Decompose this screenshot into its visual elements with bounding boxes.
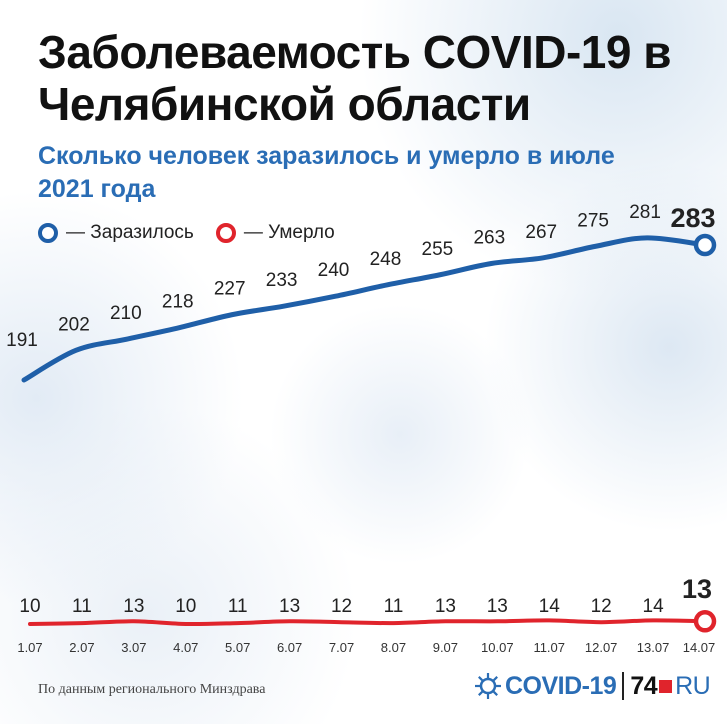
data-label-died: 13 (123, 596, 144, 617)
legend-label-died: — Умерло (243, 222, 335, 243)
data-label-died: 13 (682, 574, 712, 604)
data-label-infected: 281 (629, 202, 661, 223)
x-tick-label: 12.07 (585, 640, 618, 655)
last-point-marker-died (693, 610, 717, 633)
data-label-infected: 283 (670, 203, 715, 233)
x-tick-label: 1.07 (17, 640, 42, 655)
series-line-infected (21, 235, 708, 383)
x-tick-label: 14.07 (683, 640, 716, 655)
legend: — Заразилось — Умерло (38, 220, 357, 246)
data-label-died: 13 (279, 596, 300, 617)
data-label-infected: 210 (110, 303, 142, 324)
data-label-infected: 248 (370, 249, 402, 270)
x-tick-label: 2.07 (69, 640, 94, 655)
data-label-infected: 191 (6, 330, 38, 351)
last-point-marker-infected (693, 233, 717, 257)
x-tick-label: 13.07 (637, 640, 670, 655)
data-label-died: 10 (175, 596, 196, 617)
data-label-infected: 263 (473, 227, 505, 248)
data-label-died: 11 (72, 596, 92, 617)
x-tick-label: 4.07 (173, 640, 198, 655)
data-label-infected: 275 (577, 210, 609, 231)
x-tick-label: 5.07 (225, 640, 250, 655)
logo-red-square (659, 679, 673, 693)
data-label-infected: 227 (214, 279, 246, 300)
data-label-infected: 218 (162, 292, 194, 313)
data-label-died: 11 (384, 596, 404, 617)
legend-item-died: — Умерло (215, 222, 335, 244)
data-label-infected: 240 (318, 260, 350, 281)
legend-label-infected: — Заразилось (66, 222, 194, 243)
data-label-infected: 202 (58, 314, 90, 335)
data-label-died: 13 (435, 596, 456, 617)
chart-title: Заболеваемость COVID-19 в Челябинской об… (38, 26, 672, 130)
chart-subtitle: Сколько человек заразилось и умерло в ию… (38, 142, 615, 203)
data-label-infected: 255 (422, 239, 454, 260)
data-label-died: 14 (643, 596, 665, 617)
data-label-died: 10 (19, 596, 40, 617)
logo-ru: RU (675, 671, 711, 700)
legend-marker-infected (38, 223, 58, 243)
logo-divider (622, 672, 625, 700)
x-tick-label: 3.07 (121, 640, 146, 655)
data-label-infected: 233 (266, 270, 298, 291)
series-line-died (28, 618, 707, 627)
logo-number: 74 (630, 671, 658, 700)
x-tick-label: 10.07 (481, 640, 514, 655)
legend-item-infected: — Заразилось (38, 222, 194, 244)
logo-covid-text: COVID-19 (505, 671, 617, 700)
x-tick-label: 6.07 (277, 640, 302, 655)
source-note: По данным регионального Минздрава (38, 682, 266, 697)
data-label-died: 13 (487, 596, 508, 617)
x-tick-label: 11.07 (533, 640, 565, 655)
x-tick-label: 8.07 (381, 640, 406, 655)
logo: COVID-19 74 RU (474, 668, 711, 704)
data-label-infected: 267 (525, 222, 557, 243)
data-label-died: 14 (539, 596, 561, 617)
x-tick-label: 7.07 (329, 640, 354, 655)
x-tick-label: 9.07 (433, 640, 458, 655)
legend-marker-died (215, 223, 236, 243)
data-label-died: 12 (331, 596, 352, 617)
data-label-died: 11 (228, 596, 248, 617)
virus-icon (475, 673, 501, 699)
data-label-died: 12 (591, 596, 612, 617)
